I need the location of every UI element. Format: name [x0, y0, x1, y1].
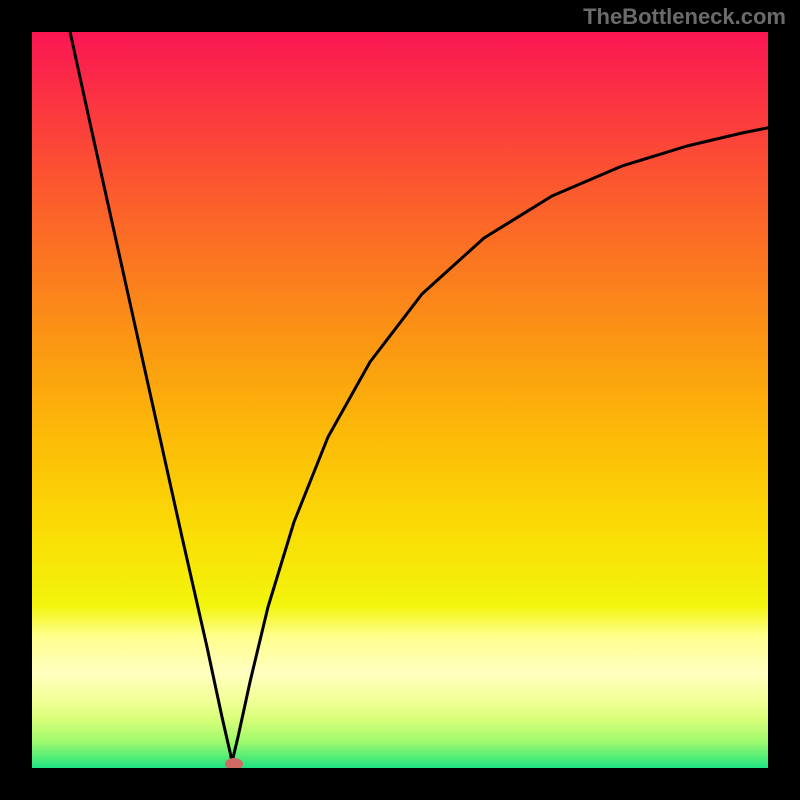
chart-background — [32, 32, 768, 768]
bottleneck-chart — [32, 32, 768, 768]
watermark-text: TheBottleneck.com — [583, 4, 786, 30]
frame-bottom — [0, 768, 800, 800]
frame-right — [768, 0, 800, 800]
frame-left — [0, 0, 32, 800]
